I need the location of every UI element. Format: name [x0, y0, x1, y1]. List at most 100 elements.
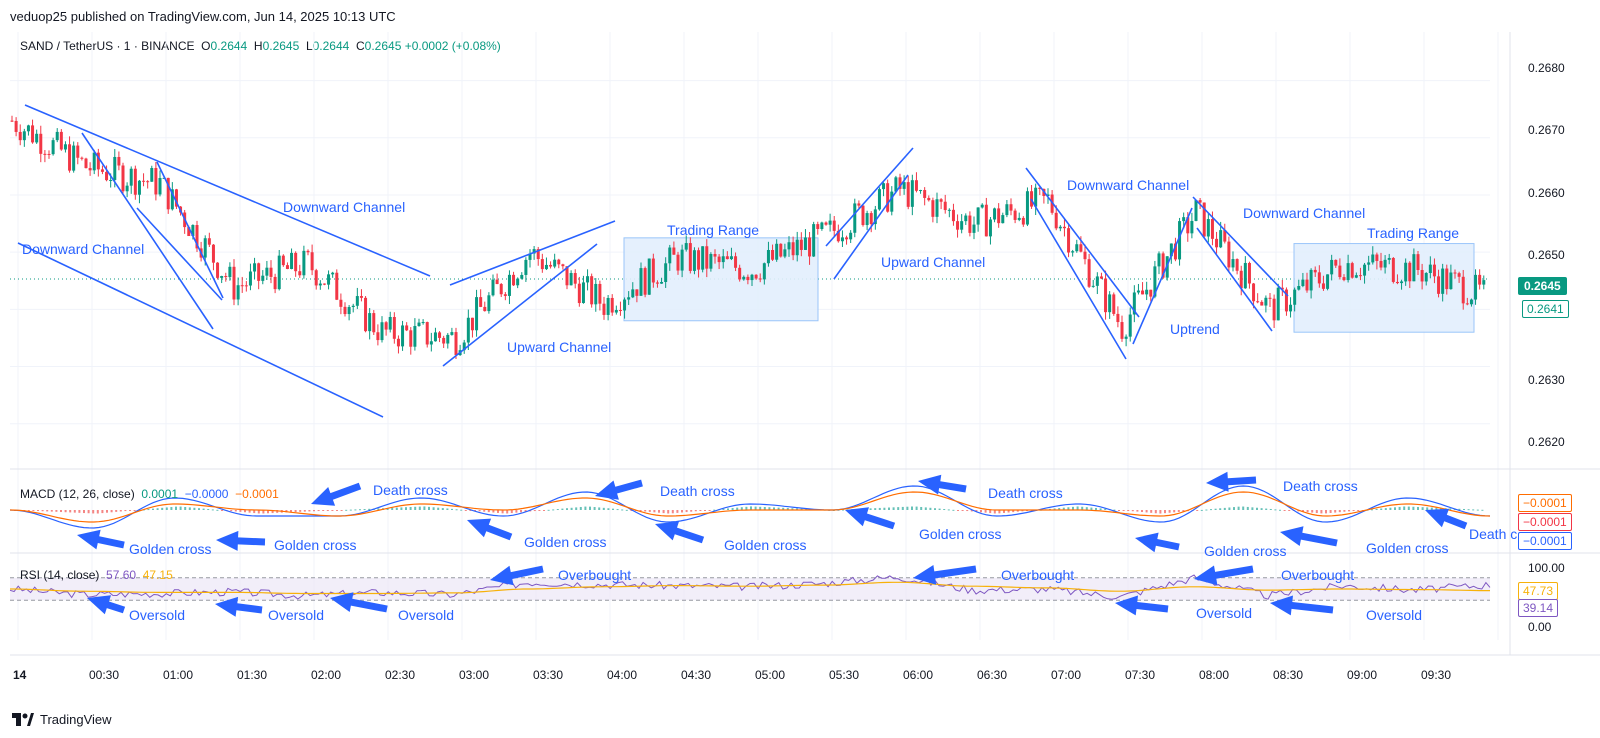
- candle-down: [1358, 275, 1362, 277]
- macd-histogram-bar: [1067, 507, 1070, 510]
- candle-up: [290, 252, 294, 269]
- candle-down: [1416, 254, 1420, 270]
- macd-histogram-bar: [1085, 507, 1088, 510]
- candle-up: [960, 221, 964, 230]
- macd-histogram-bar: [1380, 508, 1383, 510]
- candle-down: [1478, 274, 1482, 285]
- candle-up: [894, 177, 898, 192]
- candle-down: [1247, 262, 1251, 284]
- macd-histogram-bar: [1352, 510, 1355, 511]
- time-tick-17: 08:30: [1272, 668, 1304, 682]
- macd-histogram-bar: [1072, 506, 1074, 510]
- candle-up: [92, 152, 96, 171]
- candle-up: [528, 253, 532, 260]
- candle-down: [557, 259, 561, 265]
- macd-histogram-bar: [308, 510, 311, 512]
- macd-histogram-bar: [386, 507, 389, 510]
- candle-up: [775, 243, 779, 260]
- macd-histogram-bar: [175, 506, 177, 510]
- candle-up: [1330, 259, 1334, 275]
- macd-histogram-bar: [211, 509, 214, 511]
- macd-histogram-bar: [975, 510, 978, 512]
- macd-histogram-bar: [915, 506, 918, 510]
- candle-down: [1079, 244, 1083, 252]
- trend-line: [442, 243, 598, 367]
- macd-histogram-bar: [455, 509, 458, 511]
- macd-histogram-bar: [754, 506, 757, 510]
- macd-histogram-bar: [750, 506, 752, 510]
- candle-down: [1305, 279, 1309, 291]
- candle-up: [507, 274, 511, 296]
- candle-down: [857, 203, 861, 206]
- candle-down: [364, 297, 368, 332]
- candle-up: [783, 249, 787, 257]
- time-tick-11: 05:30: [828, 668, 860, 682]
- symbol-title[interactable]: SAND / TetherUS · 1 · BINANCE: [20, 39, 195, 53]
- candle-down: [438, 332, 442, 338]
- rsi-axis-0: 0.00: [1528, 620, 1552, 634]
- candle-up: [980, 204, 984, 208]
- macd-histogram-bar: [96, 510, 99, 514]
- macd-pane: [9, 485, 1491, 529]
- candle-down: [746, 276, 750, 281]
- time-tick-14: 07:00: [1050, 668, 1082, 682]
- candle-up: [1474, 274, 1478, 300]
- annotation-golden-cross-1: Golden cross: [129, 541, 212, 557]
- macd-histogram-bar: [510, 510, 513, 514]
- macd-histogram-bar: [69, 510, 72, 513]
- candle-up: [766, 249, 770, 264]
- candle-up: [1404, 262, 1408, 282]
- current-price-tag: 0.2645: [1518, 277, 1567, 295]
- close-value: 0.2645: [364, 39, 402, 53]
- candle-up: [302, 250, 306, 276]
- macd-histogram-bar: [989, 510, 992, 514]
- candle-up: [158, 178, 162, 195]
- macd-histogram-bar: [478, 510, 481, 512]
- macd-histogram-bar: [460, 509, 463, 511]
- annotation-golden-cross-3: Golden cross: [524, 534, 607, 550]
- candle-down: [705, 246, 709, 269]
- candle-up: [1005, 204, 1009, 216]
- candle-down: [1099, 276, 1103, 279]
- macd-histogram-bar: [216, 509, 219, 511]
- candle-down: [314, 270, 318, 286]
- macd-histogram-bar: [303, 510, 306, 512]
- time-tick-15: 07:30: [1124, 668, 1156, 682]
- footer-brand[interactable]: TradingView: [12, 712, 112, 727]
- annotation-oversold-1: Oversold: [129, 607, 186, 623]
- candle-down: [47, 153, 51, 155]
- macd-histogram-bar: [759, 506, 762, 510]
- macd-histogram-bar: [575, 507, 578, 510]
- time-tick-0: 14: [13, 668, 27, 682]
- macd-histogram-bar: [1320, 510, 1323, 514]
- candle-up: [627, 297, 631, 300]
- candle-down: [914, 180, 918, 191]
- macd-histogram-bar: [55, 510, 58, 512]
- macd-histogram-bar: [727, 508, 729, 510]
- macd-histogram-bar: [1334, 510, 1337, 513]
- candle-down: [808, 237, 812, 257]
- rsi-title[interactable]: RSI (14, close): [20, 568, 100, 582]
- candle-down: [771, 249, 775, 260]
- candle-up: [1301, 279, 1305, 287]
- macd-histogram-bar: [892, 507, 895, 510]
- macd-histogram-bar: [708, 510, 711, 511]
- macd-histogram-bar: [1214, 508, 1217, 510]
- macd-histogram-bar: [740, 507, 743, 510]
- macd-histogram-bar: [464, 510, 467, 511]
- symbol-ohlc-legend: SAND / TetherUS · 1 · BINANCE O0.2644 H0…: [20, 39, 501, 53]
- candle-up: [1075, 244, 1079, 252]
- trend-line: [1132, 207, 1193, 345]
- macd-histogram-bar: [648, 510, 651, 512]
- annotation-arrow: [655, 521, 705, 544]
- macd-histogram-bar: [345, 509, 348, 511]
- macd-histogram-bar: [1348, 510, 1350, 512]
- rsi-axis-100: 100.00: [1528, 561, 1565, 575]
- macd-title[interactable]: MACD (12, 26, close): [20, 487, 135, 501]
- candle-down: [298, 271, 302, 276]
- annotation-golden-cross-2: Golden cross: [274, 537, 357, 553]
- macd-histogram-bar: [184, 506, 187, 510]
- candle-down: [697, 250, 701, 270]
- time-tick-19: 09:30: [1420, 668, 1452, 682]
